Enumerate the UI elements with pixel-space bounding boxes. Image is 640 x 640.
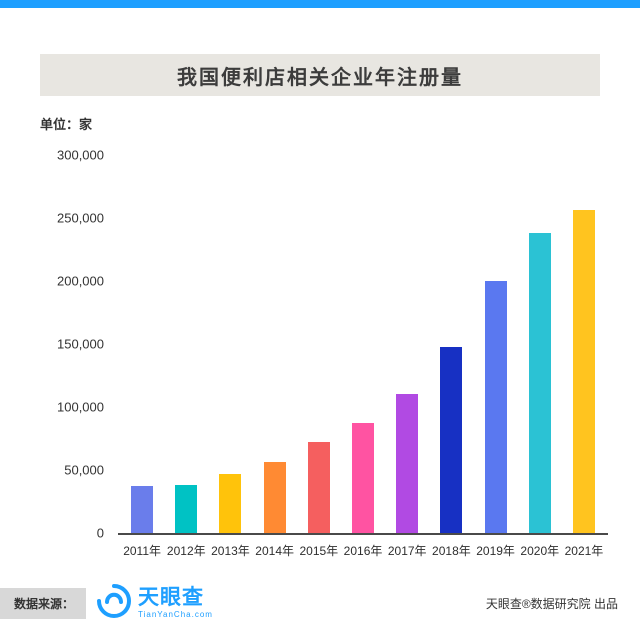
bar-2019年 [484, 281, 507, 533]
bar-column [385, 155, 429, 533]
unit-label: 单位：家 [40, 117, 93, 132]
y-axis-tick-label: 0 [96, 525, 104, 541]
bar-2020年 [528, 233, 551, 533]
data-source-label: 数据来源： [0, 587, 87, 619]
footer-credit: 天眼查®数据研究院 出品 [485, 596, 618, 611]
bar-chart: 0 50,000 100,000 150,000 200,000 250,000 300,0… [57, 149, 608, 559]
footer-source-group: 数据来源： 天眼查 TianYanCha.com [0, 583, 213, 624]
tianyancha-logo-text: 天眼查 TianYanCha.com [138, 587, 213, 619]
bar-column [341, 155, 385, 533]
bar-2018年 [440, 346, 463, 533]
tianyancha-logo: 天眼查 TianYanCha.com [96, 583, 213, 624]
bar-column [164, 155, 208, 533]
bar-column [253, 155, 297, 533]
bar-column [562, 155, 606, 533]
bar-column [474, 155, 518, 533]
bar-column [518, 155, 562, 533]
top-accent-bar [0, 0, 640, 8]
bars-container [118, 155, 608, 533]
x-axis-labels: 2011年 2012年 2013年 2014年 2015年 2016年 2017年 2018年… [118, 535, 608, 559]
x-axis-label: 2015年 [299, 544, 339, 558]
page-title: 我国便利店相关企业年注册量 [177, 66, 463, 89]
bar-2014年 [263, 462, 286, 533]
x-axis-label: 2020年 [520, 544, 560, 558]
logo-name: 天眼查 [138, 586, 205, 609]
bar-2011年 [131, 486, 154, 533]
bar-2015年 [307, 442, 330, 533]
bar-column [429, 155, 473, 533]
bar-2012年 [175, 485, 198, 533]
y-axis-tick-label: 100,000 [57, 399, 104, 415]
bar-2016年 [352, 423, 375, 533]
x-axis-label: 2012年 [166, 544, 206, 558]
logo-subtext: TianYanCha.com [138, 610, 213, 619]
y-axis-tick-label: 200,000 [57, 273, 104, 289]
bar-column [120, 155, 164, 533]
bar-2013年 [219, 473, 242, 533]
y-axis-tick-label: 300,000 [57, 147, 104, 163]
bar-column [208, 155, 252, 533]
x-axis-label: 2017年 [387, 544, 427, 558]
x-axis-label: 2014年 [255, 544, 294, 558]
y-axis-tick-label: 50,000 [64, 462, 104, 478]
x-axis-label: 2021年 [564, 544, 604, 558]
x-axis-label: 2018年 [432, 544, 471, 558]
chart-title-box: 我国便利店相关企业年注册量 [40, 54, 600, 96]
x-axis-label: 2011年 [123, 544, 161, 558]
tianyancha-logo-icon [96, 583, 132, 624]
bar-2021年 [572, 210, 595, 533]
x-axis-label: 2013年 [211, 544, 250, 558]
x-axis-label: 2016年 [343, 544, 383, 558]
y-axis-tick-label: 250,000 [57, 210, 104, 226]
footer: 数据来源： 天眼查 TianYanCha.com 天眼查®数据研究院 出品 [0, 566, 640, 640]
x-axis-label: 2019年 [476, 544, 515, 558]
bar-2017年 [396, 394, 419, 533]
plot-area: 0 50,000 100,000 150,000 200,000 250,000 300,0… [57, 149, 608, 540]
bar-column [297, 155, 341, 533]
y-axis-tick-label: 150,000 [57, 336, 104, 352]
